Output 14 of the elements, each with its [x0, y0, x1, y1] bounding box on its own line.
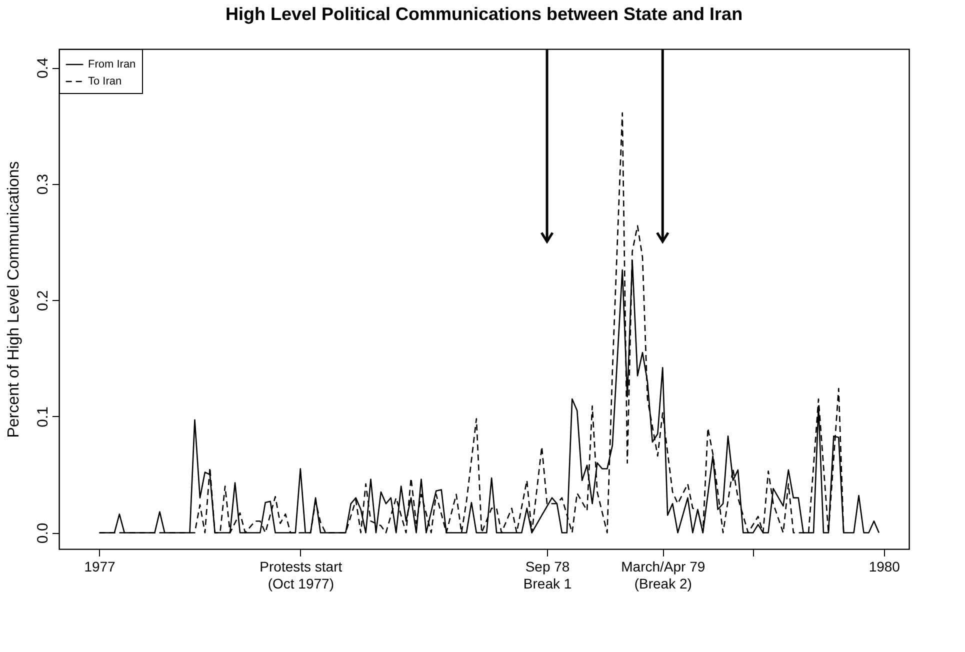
x-tick-label: Protests start (Oct 1977) [260, 558, 342, 592]
chart-title: High Level Political Communications between State and Iran [225, 4, 743, 24]
x-tick-label: Sep 78 Break 1 [523, 558, 572, 592]
legend-label: From Iran [88, 58, 136, 70]
y-tick-label: 0.3 [34, 174, 52, 195]
y-axis-title: Percent of High Level Communications [6, 161, 22, 438]
y-tick-label: 0.0 [34, 522, 52, 544]
y-tick-label: 0.4 [34, 58, 52, 79]
y-tick-label: 0.2 [34, 290, 52, 312]
y-tick-label: 0.1 [34, 406, 52, 428]
legend-label: To Iran [88, 76, 122, 88]
x-tick-label: 1977 [84, 558, 116, 574]
x-tick-label: March/Apr 79 (Break 2) [621, 558, 706, 592]
x-tick-label: 1980 [868, 558, 900, 574]
